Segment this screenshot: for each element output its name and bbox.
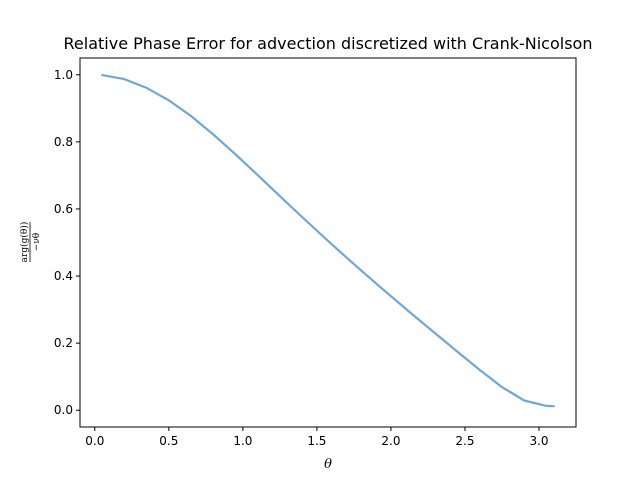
x-tick-label: 1.5	[307, 434, 326, 448]
series-line	[101, 73, 555, 408]
series-group	[101, 73, 555, 408]
x-tick-label: 2.0	[381, 434, 400, 448]
y-tick-label: 0.4	[54, 269, 73, 283]
y-axis-label-numerator: arg(g(θ))	[19, 222, 30, 263]
chart-title: Relative Phase Error for advection discr…	[64, 34, 593, 53]
y-tick-label: 1.0	[54, 68, 73, 82]
y-tick-label: 0.8	[54, 135, 73, 149]
y-tick-label: 0.2	[54, 336, 73, 350]
y-axis-label: arg(g(θ)) −νθ	[19, 222, 42, 263]
y-axis-label-denominator: −νθ	[32, 233, 42, 251]
x-ticks: 0.0 0.5 1.0 1.5 2.0 2.5 3.0	[85, 427, 549, 448]
y-tick-label: 0.0	[54, 403, 73, 417]
x-tick-label: 0.5	[159, 434, 178, 448]
x-axis-label: θ	[324, 457, 332, 472]
x-tick-label: 3.0	[529, 434, 548, 448]
x-tick-label: 0.0	[85, 434, 104, 448]
x-tick-label: 2.5	[455, 434, 474, 448]
plot-area	[79, 57, 577, 428]
y-tick-label: 0.6	[54, 202, 73, 216]
x-tick-label: 1.0	[233, 434, 252, 448]
y-ticks: 0.0 0.2 0.4 0.6 0.8 1.0	[54, 68, 80, 417]
